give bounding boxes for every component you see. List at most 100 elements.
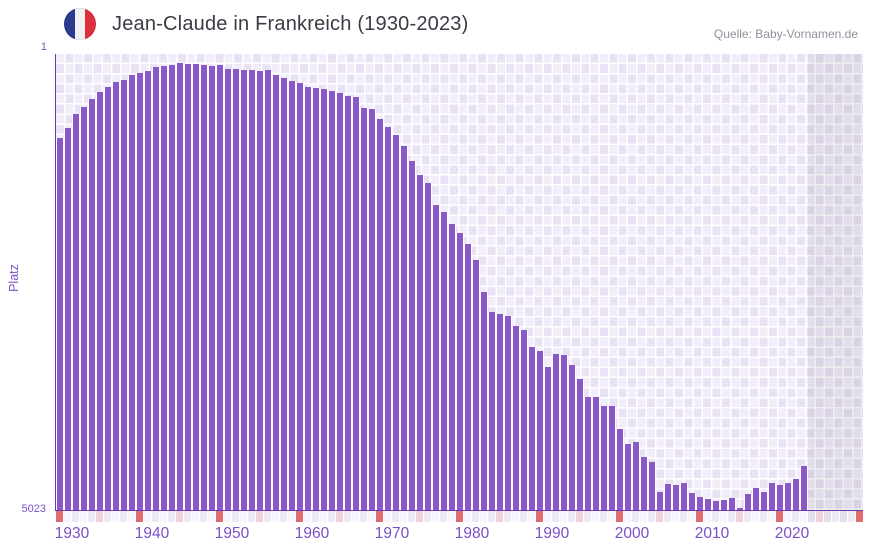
bar-2019[interactable] xyxy=(768,483,776,510)
bar-1991[interactable] xyxy=(544,367,552,510)
bar-1981[interactable] xyxy=(464,244,472,510)
bar-1934[interactable] xyxy=(88,99,96,510)
bar-1963[interactable] xyxy=(320,89,328,510)
bar-2017[interactable] xyxy=(752,487,760,510)
tick-cell-1992 xyxy=(552,511,560,522)
bar-1985[interactable] xyxy=(496,313,504,510)
bar-1997[interactable] xyxy=(592,396,600,510)
bar-1952[interactable] xyxy=(232,68,240,510)
bar-1977[interactable] xyxy=(432,205,440,510)
bar-1999[interactable] xyxy=(608,405,616,510)
bar-1962[interactable] xyxy=(312,88,320,510)
bar-1945[interactable] xyxy=(176,62,184,510)
bar-1971[interactable] xyxy=(384,126,392,510)
bar-1947[interactable] xyxy=(192,64,200,510)
bar-1998[interactable] xyxy=(600,405,608,510)
bar-1930[interactable] xyxy=(56,138,64,510)
bar-2014[interactable] xyxy=(728,498,736,510)
bar-1976[interactable] xyxy=(424,182,432,510)
bar-2018[interactable] xyxy=(760,491,768,510)
bar-1996[interactable] xyxy=(584,396,592,510)
bar-1964[interactable] xyxy=(328,90,336,510)
tick-cell-1954 xyxy=(248,511,256,522)
bar-2007[interactable] xyxy=(672,485,680,510)
bar-1940[interactable] xyxy=(136,72,144,510)
bar-2010[interactable] xyxy=(696,497,704,510)
bar-1986[interactable] xyxy=(504,316,512,510)
bar-1958[interactable] xyxy=(280,78,288,510)
bar-1990[interactable] xyxy=(536,351,544,510)
bar-1959[interactable] xyxy=(288,80,296,510)
tick-cell-1937 xyxy=(112,511,120,522)
bar-1961[interactable] xyxy=(304,86,312,510)
bar-2009[interactable] xyxy=(688,492,696,510)
bar-1966[interactable] xyxy=(344,95,352,510)
bar-2008[interactable] xyxy=(680,482,688,510)
bar-1949[interactable] xyxy=(208,66,216,510)
bar-1948[interactable] xyxy=(200,64,208,510)
bar-2023[interactable] xyxy=(800,465,808,510)
bar-1943[interactable] xyxy=(160,66,168,510)
bar-1967[interactable] xyxy=(352,96,360,510)
bar-1936[interactable] xyxy=(104,86,112,510)
bar-1939[interactable] xyxy=(128,74,136,510)
bar-2000[interactable] xyxy=(616,429,624,510)
bar-1956[interactable] xyxy=(264,69,272,510)
bar-1972[interactable] xyxy=(392,135,400,510)
bar-1980[interactable] xyxy=(456,233,464,510)
bar-1950[interactable] xyxy=(216,65,224,510)
bar-1995[interactable] xyxy=(576,379,584,510)
bar-2005[interactable] xyxy=(656,491,664,510)
bar-1965[interactable] xyxy=(336,92,344,510)
bar-2003[interactable] xyxy=(640,457,648,510)
bar-1982[interactable] xyxy=(472,260,480,510)
bar-1933[interactable] xyxy=(80,106,88,510)
bar-1935[interactable] xyxy=(96,92,104,510)
source-credit: Quelle: Baby-Vornamen.de xyxy=(713,27,858,41)
bar-1932[interactable] xyxy=(72,114,80,510)
bar-1931[interactable] xyxy=(64,128,72,510)
bar-1951[interactable] xyxy=(224,68,232,510)
bar-1968[interactable] xyxy=(360,108,368,510)
bar-1969[interactable] xyxy=(368,109,376,510)
bar-2006[interactable] xyxy=(664,483,672,510)
bar-1946[interactable] xyxy=(184,64,192,510)
bar-2022[interactable] xyxy=(792,479,800,510)
bar-1941[interactable] xyxy=(144,70,152,510)
bar-1960[interactable] xyxy=(296,83,304,510)
bar-1992[interactable] xyxy=(552,354,560,510)
bar-1987[interactable] xyxy=(512,326,520,510)
bar-2004[interactable] xyxy=(648,461,656,510)
bar-2015[interactable] xyxy=(736,507,744,510)
bar-2012[interactable] xyxy=(712,500,720,510)
bar-1938[interactable] xyxy=(120,79,128,510)
bar-1953[interactable] xyxy=(240,69,248,510)
bar-2021[interactable] xyxy=(784,482,792,510)
bar-1942[interactable] xyxy=(152,67,160,510)
bar-2020[interactable] xyxy=(776,485,784,510)
bar-1984[interactable] xyxy=(488,311,496,510)
bar-1988[interactable] xyxy=(520,330,528,510)
bar-2013[interactable] xyxy=(720,499,728,510)
bar-1974[interactable] xyxy=(408,160,416,510)
tick-cell-1994 xyxy=(568,511,576,522)
bar-2016[interactable] xyxy=(744,494,752,510)
bar-1975[interactable] xyxy=(416,175,424,510)
bar-1979[interactable] xyxy=(448,223,456,510)
bar-1994[interactable] xyxy=(568,364,576,510)
bar-1970[interactable] xyxy=(376,119,384,510)
bar-1954[interactable] xyxy=(248,69,256,510)
bar-2001[interactable] xyxy=(624,444,632,510)
bar-1989[interactable] xyxy=(528,347,536,510)
bar-1955[interactable] xyxy=(256,71,264,510)
bar-1983[interactable] xyxy=(480,292,488,510)
bar-2011[interactable] xyxy=(704,498,712,510)
bar-1937[interactable] xyxy=(112,82,120,510)
bar-1973[interactable] xyxy=(400,145,408,510)
tick-cell-2030 xyxy=(856,511,863,522)
bar-1944[interactable] xyxy=(168,65,176,510)
bar-1957[interactable] xyxy=(272,74,280,510)
bar-1993[interactable] xyxy=(560,354,568,510)
bar-1978[interactable] xyxy=(440,211,448,510)
bar-2002[interactable] xyxy=(632,441,640,510)
